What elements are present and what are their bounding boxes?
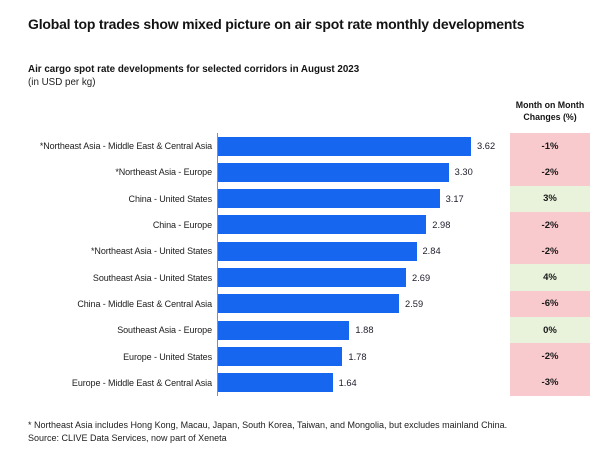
category-label: China - Middle East & Central Asia <box>77 298 212 309</box>
chart-row: *Northeast Asia - Middle East & Central … <box>20 133 590 160</box>
mom-change-cell: -2% <box>510 343 590 370</box>
chart-row: Europe - Middle East & Central Asia 1.64 -… <box>20 369 590 396</box>
bar <box>218 136 472 156</box>
mom-change-cell: 4% <box>510 264 590 291</box>
mom-change-cell: -2% <box>510 159 590 186</box>
value-label: 1.64 <box>338 377 357 388</box>
chart-row: China - Europe 2.98 -2% <box>20 211 590 239</box>
mom-change-header-line1: Month on Month <box>515 100 585 110</box>
bar <box>218 241 417 261</box>
category-label: Southeast Asia - United States <box>92 272 212 283</box>
chart-row: China - Middle East & Central Asia 2.59 -6… <box>20 290 590 318</box>
mom-change-cell: 0% <box>510 317 590 344</box>
bar <box>218 294 400 314</box>
mom-change-cell: -6% <box>510 290 590 318</box>
bar <box>218 189 440 209</box>
mom-change-header-line2: Changes (%) <box>523 111 577 122</box>
category-label: Europe - United States <box>123 351 212 362</box>
category-label: *Northeast Asia - United States <box>91 246 212 257</box>
chart-row: *Northeast Asia - United States 2.84 -2% <box>20 238 590 265</box>
value-label: 1.88 <box>355 325 374 336</box>
value-label: 2.84 <box>422 246 441 257</box>
mom-change-cell: -1% <box>510 133 590 160</box>
bar <box>218 320 350 340</box>
value-label: 3.17 <box>445 193 464 204</box>
bar <box>218 215 427 235</box>
bar <box>218 162 449 182</box>
bar-chart: *Northeast Asia - Middle East & Central … <box>20 133 590 396</box>
value-label: 2.59 <box>405 298 424 309</box>
category-label: *Northeast Asia - Europe <box>115 167 212 178</box>
category-label: China - United States <box>128 193 213 204</box>
footnote: * Northeast Asia includes Hong Kong, Mac… <box>28 420 508 430</box>
category-label: *Northeast Asia - Middle East & Central … <box>39 141 212 152</box>
category-label: Southeast Asia - Europe <box>117 325 212 336</box>
axis-line <box>217 133 218 396</box>
bar <box>218 268 407 288</box>
mom-change-column-header: Month on Month Changes (%) <box>490 100 600 124</box>
value-label: 3.30 <box>454 167 473 178</box>
source-note: Source: CLIVE Data Services, now part of… <box>28 433 227 443</box>
bar <box>218 346 343 366</box>
value-label: 2.98 <box>432 220 451 231</box>
chart-row: Southeast Asia - Europe 1.88 0% <box>20 317 590 344</box>
category-label: China - Europe <box>152 220 212 231</box>
value-label: 3.62 <box>477 141 496 152</box>
bar <box>218 373 333 393</box>
category-label: Europe - Middle East & Central Asia <box>71 377 212 388</box>
chart-title: Air cargo spot rate developments for sel… <box>28 64 360 75</box>
mom-change-cell: 3% <box>510 185 590 212</box>
chart-row: Europe - United States 1.78 -2% <box>20 343 590 370</box>
chart-row: China - United States 3.17 3% <box>20 185 590 212</box>
value-label: 2.69 <box>412 272 431 283</box>
mom-change-cell: -2% <box>510 211 590 239</box>
value-label: 1.78 <box>348 351 367 362</box>
mom-change-cell: -3% <box>510 369 590 396</box>
mom-change-cell: -2% <box>510 238 590 265</box>
chart-unit-note: (in USD per kg) <box>28 77 96 88</box>
chart-row: *Northeast Asia - Europe 3.30 -2% <box>20 159 590 186</box>
chart-row: Southeast Asia - United States 2.69 4% <box>20 264 590 291</box>
page-title: Global top trades show mixed picture on … <box>28 16 525 32</box>
